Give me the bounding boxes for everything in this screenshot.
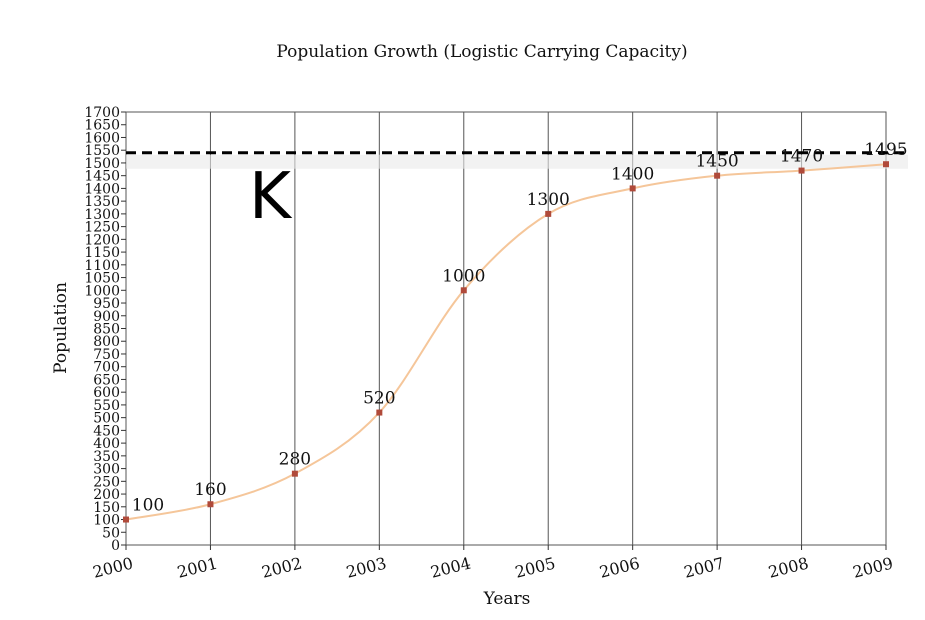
data-label: 1470 <box>780 147 823 167</box>
data-point <box>376 409 383 416</box>
x-tick-label: 2005 <box>513 553 557 581</box>
data-label: 1450 <box>695 152 738 172</box>
data-point <box>545 210 552 217</box>
y-tick-label: 450 <box>93 423 120 439</box>
x-tick-label: 2002 <box>260 553 304 581</box>
x-tick-label: 2008 <box>766 553 810 581</box>
chart-title: Population Growth (Logistic Carrying Cap… <box>276 42 687 62</box>
data-label: 1400 <box>611 164 654 184</box>
y-tick-label: 900 <box>93 309 120 325</box>
k-label: K <box>249 160 293 234</box>
y-tick-label: 600 <box>93 385 120 401</box>
x-tick-label: 2004 <box>429 553 473 581</box>
data-label: 160 <box>194 480 226 500</box>
data-label: 280 <box>279 450 311 470</box>
y-tick-label: 0 <box>111 538 120 554</box>
y-tick-label: 300 <box>93 462 120 478</box>
y-tick-label: 1400 <box>84 181 120 197</box>
x-axis-ticks: 2000 2001 2002 2003 2004 2005 2006 2007 2008 2009 <box>91 545 895 582</box>
x-tick-label: 2006 <box>598 553 642 581</box>
y-axis-label: Population <box>51 282 71 374</box>
carrying-capacity: K <box>126 151 908 234</box>
data-point <box>291 470 298 477</box>
y-tick-label: 850 <box>93 322 120 338</box>
y-tick-label: 1450 <box>84 169 120 185</box>
y-tick-label: 700 <box>93 360 120 376</box>
y-tick-label: 1650 <box>84 118 120 134</box>
y-tick-label: 1700 <box>84 105 120 121</box>
y-tick-label: 400 <box>93 436 120 452</box>
data-point <box>883 161 889 168</box>
data-point <box>123 516 129 523</box>
data-label: 1000 <box>442 266 485 286</box>
y-tick-label: 1000 <box>84 283 120 299</box>
x-tick-label: 2000 <box>91 553 135 581</box>
y-tick-label: 50 <box>102 525 120 541</box>
data-point <box>714 172 721 179</box>
data-label: 520 <box>363 389 395 409</box>
x-tick-label: 2009 <box>851 553 895 581</box>
data-point <box>798 167 805 174</box>
x-tick-label: 2001 <box>175 553 219 581</box>
y-tick-label: 150 <box>93 500 120 516</box>
y-tick-label: 1300 <box>84 207 120 223</box>
x-axis-label: Years <box>483 589 531 609</box>
y-tick-label: 950 <box>93 296 120 312</box>
x-tick-label: 2007 <box>682 553 726 581</box>
data-point <box>629 185 636 192</box>
y-axis-ticks: 0501001502002503003504004505005506006507… <box>84 105 126 554</box>
y-tick-label: 750 <box>93 347 120 363</box>
y-tick-label: 1100 <box>84 258 120 274</box>
data-label: 1300 <box>527 190 570 210</box>
k-line-shadow <box>126 154 908 169</box>
y-tick-label: 1050 <box>84 271 120 287</box>
y-tick-label: 1350 <box>84 194 120 210</box>
y-tick-label: 550 <box>93 398 120 414</box>
y-tick-label: 250 <box>93 474 120 490</box>
data-label: 1495 <box>864 140 907 160</box>
y-tick-label: 350 <box>93 449 120 465</box>
series-population: 100 160 280 520 1000 1300 1400 1450 1470 1495 <box>123 140 908 523</box>
y-tick-label: 650 <box>93 372 120 388</box>
x-tick-label: 2003 <box>344 553 388 581</box>
data-point <box>460 287 467 294</box>
y-tick-label: 1150 <box>84 245 120 261</box>
y-tick-label: 1500 <box>84 156 120 172</box>
y-tick-label: 1250 <box>84 220 120 236</box>
data-label: 100 <box>132 496 164 516</box>
data-point <box>207 501 214 508</box>
y-tick-label: 1200 <box>84 232 120 248</box>
y-tick-label: 100 <box>93 513 120 529</box>
y-tick-label: 800 <box>93 334 120 350</box>
y-tick-label: 200 <box>93 487 120 503</box>
series-line <box>125 163 887 521</box>
y-tick-label: 1550 <box>84 143 120 159</box>
y-tick-label: 500 <box>93 411 120 427</box>
grid <box>125 111 887 546</box>
plot-frame <box>125 111 887 546</box>
y-tick-label: 1600 <box>84 130 120 146</box>
